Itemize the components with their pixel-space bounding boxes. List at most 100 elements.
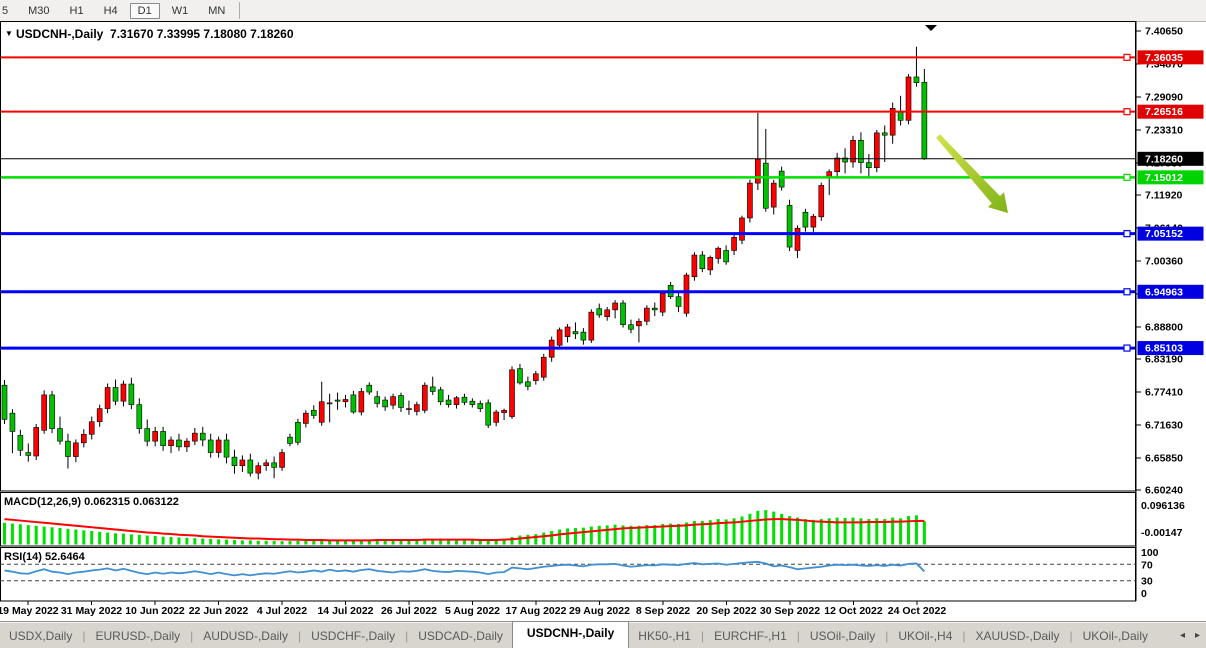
tab-separator: | (1069, 628, 1073, 643)
bull-candle (493, 411, 499, 423)
bull-candle (152, 431, 158, 442)
macd-indicator-label: MACD(12,26,9) 0.062315 0.063122 (4, 496, 179, 508)
date-label: 31 May 2022 (61, 605, 122, 617)
price-badge-label: 7.15012 (1145, 172, 1183, 184)
tab-scroll-left-icon[interactable]: ◂ (1179, 630, 1185, 641)
hline-handle[interactable] (1123, 173, 1131, 181)
price-axis-label: 6.71630 (1145, 419, 1183, 431)
bull-candle (303, 412, 309, 424)
bear-candle (287, 436, 293, 444)
bear-candle (136, 404, 143, 429)
bull-candle (683, 274, 690, 314)
date-label: 20 Sep 2022 (696, 605, 756, 617)
bear-candle (350, 394, 357, 413)
bull-candle (192, 432, 198, 442)
bull-candle (263, 462, 269, 466)
bull-candle (755, 158, 761, 184)
hline-handle[interactable] (1123, 230, 1131, 238)
bull-candle (104, 387, 111, 409)
bear-candle (723, 250, 729, 263)
symbol-tab-eurusd-daily[interactable]: EURUSD-,Daily (95, 628, 181, 643)
symbol-tab-usoil-daily[interactable]: USOil-,Daily (809, 628, 876, 643)
price-axis-label: 6.83190 (1145, 353, 1183, 365)
bear-candle (366, 384, 373, 393)
bear-candle (160, 431, 166, 447)
hline-handle[interactable] (1123, 53, 1131, 61)
bull-candle (184, 440, 190, 448)
horizontal-level-lines[interactable] (0, 53, 1136, 352)
rsi-panel-border (0, 547, 1136, 602)
timeframe-button-H1[interactable]: H1 (69, 4, 84, 17)
price-axis-label: 7.11920 (1145, 189, 1183, 201)
symbol-tab-ukoil-h4[interactable]: UKOil-,H4 (898, 628, 953, 643)
symbol-tab-eurchf-h1[interactable]: EURCHF-,H1 (714, 628, 787, 643)
symbol-tab-usdx-daily[interactable]: USDX,Daily (9, 628, 73, 643)
bull-candle (255, 465, 262, 474)
symbol-tab-usdcnh-daily[interactable]: USDCNH-,Daily (511, 620, 630, 648)
symbol-tab-usdcad-daily[interactable]: USDCAD-,Daily (418, 628, 503, 643)
bull-candle (509, 369, 515, 417)
bull-candle (390, 396, 396, 406)
bear-candle (525, 381, 531, 387)
date-label: 19 May 2022 (0, 605, 59, 617)
bull-candle (33, 427, 40, 457)
bear-candle (144, 428, 151, 442)
tab-separator: | (962, 628, 966, 643)
time-axis[interactable]: 19 May 2022 31 May 2022 10 Jun 2022 22 Jun … (0, 601, 947, 618)
bear-candle (517, 368, 523, 384)
price-axis-label: 7.00360 (1145, 255, 1183, 267)
bear-candle (1, 384, 8, 420)
bear-candle (477, 403, 484, 409)
bear-candle (25, 452, 32, 456)
bear-candle (786, 205, 793, 248)
bull-candle (120, 383, 127, 402)
bull-candle (715, 247, 722, 259)
bull-candle (453, 397, 460, 405)
bull-candle (406, 408, 412, 410)
bear-candle (651, 307, 658, 311)
price-axis[interactable]: 7.406507.348707.290907.233107.175307.119… (1135, 21, 1204, 601)
bull-candle (96, 408, 103, 423)
symbol-dropdown-arrow-icon[interactable]: ▼ (5, 29, 13, 38)
date-label: 8 Sep 2022 (636, 605, 690, 617)
bear-candle (802, 211, 809, 228)
timeframe-toolbar: 5 M30 H1 H4 D1 W1 MN (0, 0, 1206, 22)
timeframe-button-D1[interactable]: D1 (129, 2, 160, 19)
macd-histogram (3, 510, 926, 545)
bear-candle (921, 81, 928, 160)
symbol-tab-usdchf-daily[interactable]: USDCHF-,Daily (311, 628, 396, 643)
hline-handle[interactable] (1123, 344, 1131, 352)
bull-candle (794, 227, 801, 251)
bear-candle (382, 399, 388, 408)
timeframe-button-W1[interactable]: W1 (171, 4, 189, 17)
bull-candle (770, 182, 777, 208)
tab-scroll-right-icon[interactable]: ▸ (1194, 630, 1200, 641)
date-label: 24 Oct 2022 (888, 605, 947, 617)
bull-candle (612, 302, 618, 311)
timeframe-button-H4[interactable]: H4 (103, 4, 118, 17)
bear-candle (461, 396, 468, 403)
down-trend-arrow-annotation[interactable] (936, 134, 1008, 213)
chart-canvas[interactable]: 7.406507.348707.290907.233107.175307.119… (0, 21, 1206, 621)
symbol-tab-xauusd-daily[interactable]: XAUUSD-,Daily (975, 628, 1060, 643)
bear-candle (699, 254, 706, 270)
tab-separator: | (190, 628, 194, 643)
timeframe-button-5[interactable]: 5 (2, 4, 9, 17)
hline-handle[interactable] (1123, 108, 1131, 116)
symbol-tab-hk50-h1[interactable]: HK50-,H1 (638, 628, 691, 643)
price-axis-label: 6.60240 (1145, 485, 1183, 497)
bear-candle (866, 162, 872, 169)
bear-candle (429, 386, 436, 392)
symbol-tab-audusd-daily[interactable]: AUDUSD-,Daily (203, 628, 288, 643)
bull-candle (501, 410, 507, 413)
hline-handle[interactable] (1123, 288, 1131, 296)
timeframe-button-MN[interactable]: MN (208, 4, 226, 17)
bear-candle (271, 462, 277, 468)
bear-candle (469, 400, 476, 405)
symbol-tab-ukoil-daily[interactable]: UKOil-,Daily (1082, 628, 1148, 643)
bull-candle (358, 391, 365, 413)
main-chart-border (0, 21, 1136, 492)
timeframe-button-M30[interactable]: M30 (28, 4, 50, 17)
date-label: 29 Aug 2022 (569, 605, 630, 617)
price-axis-label: 7.29090 (1145, 91, 1183, 103)
